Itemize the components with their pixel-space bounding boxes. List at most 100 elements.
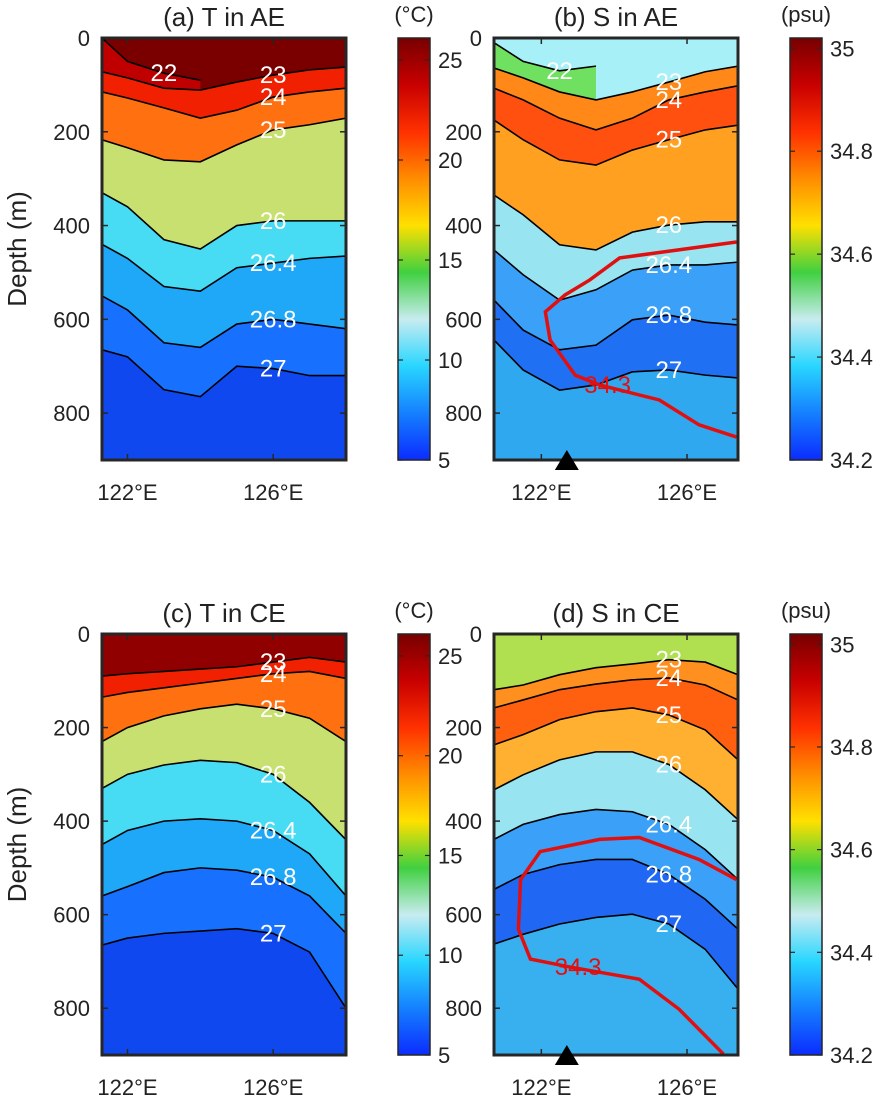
contour-label: 23 bbox=[260, 649, 287, 676]
contour-line bbox=[102, 243, 346, 293]
contour-label: 24 bbox=[655, 665, 682, 692]
x-tick-label: 122°E bbox=[511, 480, 571, 505]
y-tick-label: 0 bbox=[470, 26, 482, 51]
plot-frame bbox=[492, 36, 740, 462]
contour-label: 23 bbox=[655, 69, 682, 96]
contour-line bbox=[102, 927, 346, 1009]
y-axis-label: Depth (m) bbox=[2, 191, 32, 307]
contour-label: 22 bbox=[151, 60, 178, 87]
contour-line bbox=[102, 117, 346, 163]
contour-label: 26.8 bbox=[645, 302, 692, 329]
colorbar-tick-label: 25 bbox=[438, 644, 462, 669]
y-tick-label: 600 bbox=[53, 903, 90, 928]
colorbar-tick-label: 20 bbox=[438, 744, 462, 769]
contour-line bbox=[494, 658, 738, 691]
contour-line bbox=[102, 349, 346, 398]
colorbar bbox=[397, 633, 431, 1056]
colorbar-tick-label: 34.4 bbox=[830, 345, 873, 370]
x-tick-label: 126°E bbox=[243, 1075, 303, 1099]
contour-label: 26.8 bbox=[645, 861, 692, 888]
contour-label: 24 bbox=[260, 84, 287, 111]
colorbar-label: (psu) bbox=[781, 2, 831, 27]
colorbar-label: (°C) bbox=[394, 598, 433, 623]
contour-line bbox=[102, 66, 346, 91]
contour-line bbox=[102, 38, 201, 81]
contour-line bbox=[494, 119, 738, 166]
contour-line bbox=[494, 339, 738, 391]
y-tick-label: 400 bbox=[445, 809, 482, 834]
contour-fill bbox=[102, 928, 346, 1055]
colorbar-tick-label: 34.4 bbox=[830, 940, 873, 965]
colorbar-tick-label: 5 bbox=[438, 448, 450, 473]
y-tick-label: 600 bbox=[445, 307, 482, 332]
x-tick-label: 126°E bbox=[243, 480, 303, 505]
y-tick-label: 800 bbox=[53, 996, 90, 1021]
contour-line bbox=[494, 299, 738, 351]
y-tick-label: 400 bbox=[53, 214, 90, 239]
y-tick-label: 400 bbox=[445, 214, 482, 239]
contour-label: 26.8 bbox=[250, 306, 297, 333]
station-marker bbox=[554, 450, 579, 470]
contour-label: 26.4 bbox=[250, 817, 297, 844]
y-axis-label: Depth (m) bbox=[2, 787, 32, 903]
y-tick-label: 0 bbox=[470, 622, 482, 647]
contour-line bbox=[102, 87, 346, 120]
colorbar-tick-label: 35 bbox=[830, 36, 854, 61]
panel-title: (a) T in AE bbox=[163, 2, 285, 32]
x-tick-label: 126°E bbox=[657, 480, 717, 505]
contour-line bbox=[102, 656, 346, 677]
colorbar-tick-label: 10 bbox=[438, 943, 462, 968]
contour-line bbox=[102, 759, 346, 841]
contour-line bbox=[102, 817, 346, 897]
y-tick-label: 200 bbox=[445, 716, 482, 741]
x-tick-label: 122°E bbox=[97, 1075, 157, 1099]
colorbar-tick-label: 35 bbox=[830, 632, 854, 657]
contour-line bbox=[494, 707, 738, 761]
contour-label: 23 bbox=[260, 62, 287, 89]
contour-line bbox=[494, 249, 738, 301]
colorbar-tick-label: 34.6 bbox=[830, 242, 873, 267]
contour-label: 26.4 bbox=[645, 252, 692, 279]
y-tick-label: 200 bbox=[53, 120, 90, 145]
contour-line bbox=[102, 867, 346, 934]
contour-label: 26.4 bbox=[645, 811, 692, 838]
contour-label: 22 bbox=[546, 58, 573, 85]
contour-fill bbox=[494, 339, 738, 460]
contour-label: 27 bbox=[260, 920, 287, 947]
colorbar-tick-label: 15 bbox=[438, 843, 462, 868]
contour-label: 27 bbox=[655, 357, 682, 384]
colorbar bbox=[789, 37, 823, 461]
colorbar-tick-label: 34.6 bbox=[830, 838, 873, 863]
contour-label: 23 bbox=[655, 647, 682, 674]
panel-title: (c) T in CE bbox=[162, 598, 285, 628]
contour-line bbox=[102, 670, 346, 698]
colorbar-tick-label: 34.8 bbox=[830, 735, 873, 760]
contour-label: 26.8 bbox=[250, 864, 297, 891]
contour-label: 26 bbox=[655, 752, 682, 779]
contour-line bbox=[494, 65, 738, 101]
contour-fill bbox=[102, 349, 346, 460]
colorbar-tick-label: 34.2 bbox=[830, 1043, 873, 1068]
y-tick-label: 800 bbox=[445, 401, 482, 426]
contour-line bbox=[102, 295, 346, 349]
y-tick-label: 800 bbox=[445, 996, 482, 1021]
contour-line bbox=[516, 835, 738, 1055]
colorbar-tick-label: 10 bbox=[438, 348, 462, 373]
panel-title: (d) S in CE bbox=[552, 598, 679, 628]
contour-line bbox=[494, 677, 738, 709]
colorbar-tick-label: 25 bbox=[438, 48, 462, 73]
contour-fill bbox=[494, 914, 738, 1055]
x-tick-label: 122°E bbox=[97, 480, 157, 505]
contour-label: 34.3 bbox=[555, 954, 602, 981]
contour-line bbox=[102, 192, 346, 250]
contour-line bbox=[494, 808, 738, 881]
contour-label: 26 bbox=[260, 761, 287, 788]
contour-line bbox=[494, 858, 738, 930]
y-tick-label: 800 bbox=[53, 401, 90, 426]
colorbar bbox=[789, 633, 823, 1056]
